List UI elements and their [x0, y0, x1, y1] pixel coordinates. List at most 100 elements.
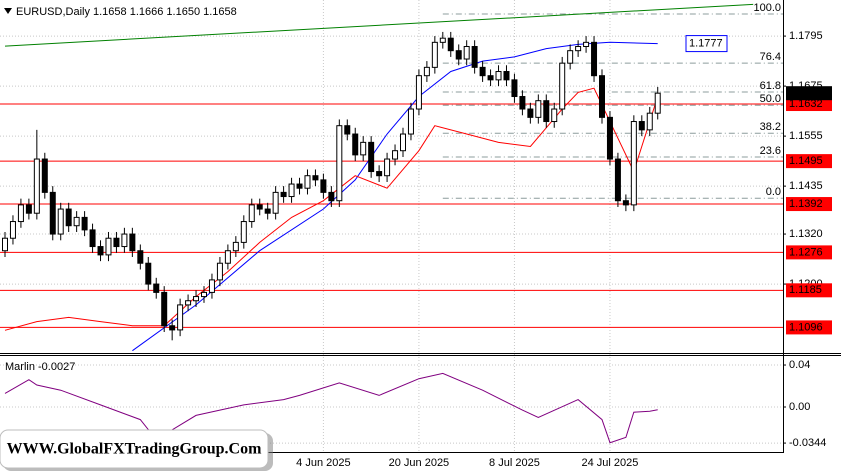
moving-average [4, 87, 659, 331]
candle-body [177, 304, 184, 331]
candle-body [415, 75, 422, 110]
level-box [786, 245, 832, 260]
moving-average [132, 41, 658, 352]
indicator-line [4, 372, 658, 444]
candle-body [606, 116, 613, 160]
level-box [786, 197, 832, 212]
plot-area: 100.0 76.4 61.850.0 38.2 23.6 0.0 [0, 0, 783, 452]
candle-body [2, 237, 8, 252]
candle-body [511, 79, 518, 98]
candle-body [73, 216, 80, 227]
candle-body [559, 62, 566, 110]
candle-body [280, 191, 287, 198]
fib-label: 76.4 [760, 51, 781, 63]
current-price-label: 1.1658 [789, 87, 823, 99]
candle-body [65, 208, 72, 227]
indicator-title: Marlin -0.0027 [5, 361, 75, 373]
candle-body [344, 125, 351, 135]
candle-body [360, 141, 367, 156]
fib-label: 23.6 [760, 145, 781, 157]
candle-body [25, 204, 32, 214]
fib-label: 0.0 [766, 186, 781, 198]
fib-label: 38.2 [760, 121, 781, 133]
candle-body [57, 208, 64, 235]
watermark-box [0, 429, 269, 469]
level-box [786, 154, 832, 169]
candle-body [352, 133, 359, 156]
level-label: 1.1632 [789, 98, 823, 110]
candle-body [463, 46, 470, 60]
overlay-layer: 4 Jun 2025 20 Jun 2025 8 Jul 2025 24 Jul 20… [296, 30, 832, 469]
candle-body [368, 141, 375, 173]
candle-body [535, 100, 542, 118]
y-tick-label: 0.04 [789, 359, 810, 371]
y-tick-label: 1.1435 [789, 180, 823, 192]
trend-line [4, 3, 754, 47]
candle-body [248, 204, 255, 223]
candle-body [527, 108, 534, 118]
candle-body [49, 191, 56, 235]
level-box [786, 320, 832, 335]
candle-body [471, 46, 478, 68]
candle-body [495, 71, 502, 81]
candle-body [89, 229, 96, 248]
candle-body [407, 108, 414, 135]
fib-label: 61.8 [760, 80, 781, 92]
y-tick-label: -0.0344 [789, 437, 826, 449]
watermark-text: WWW.GlobalFXTradingGroup.Com [7, 441, 263, 458]
candle-body [320, 179, 327, 193]
y-tick-label: 1.1555 [789, 130, 823, 142]
candle-body [503, 71, 510, 81]
candle-body [622, 200, 629, 206]
candle-body [599, 75, 605, 118]
candle-body [97, 246, 104, 256]
candle-body [33, 158, 40, 214]
candle-body [654, 92, 661, 114]
candle-body [105, 237, 112, 256]
candle-body [113, 237, 120, 248]
y-tick-label: 0.00 [789, 401, 810, 413]
chart-title: EURUSD,Daily 1.1658 1.1666 1.1650 1.1658 [16, 6, 237, 18]
candle-body [646, 112, 653, 131]
candle-body [232, 241, 239, 252]
candle-body [41, 158, 48, 193]
candle-body [296, 183, 303, 189]
candle-body [630, 121, 637, 206]
candle-body [153, 283, 160, 293]
candle-body [208, 279, 215, 293]
candle-body [551, 108, 558, 123]
fib-label: 50.0 [760, 93, 781, 105]
candle-body [137, 250, 144, 264]
candle-body [328, 191, 335, 202]
candle-body [439, 37, 446, 43]
candle-body [519, 96, 526, 110]
candle-body [384, 158, 391, 177]
watermark: WWW.GlobalFXTradingGroup.Com [0, 429, 273, 471]
symbol-menu-icon[interactable] [4, 8, 12, 14]
candle-body [591, 41, 598, 77]
candle-body [17, 204, 24, 223]
candle-body [583, 41, 590, 48]
candle-body [169, 325, 176, 331]
candle-body [575, 46, 582, 52]
candle-body [312, 175, 319, 181]
candle-body [614, 158, 621, 202]
price-label: 1.1777 [689, 37, 723, 49]
current-price-box [786, 86, 832, 101]
x-tick-label: 4 Jun 2025 [296, 457, 350, 469]
candle-body [121, 233, 128, 248]
candle-body [487, 75, 494, 81]
x-tick-label: 20 Jun 2025 [389, 457, 450, 469]
level-box [786, 283, 832, 298]
candle-body [193, 296, 200, 302]
level-label: 1.1185 [789, 284, 822, 296]
candle-body [638, 121, 645, 131]
candle-body [81, 216, 88, 231]
candle-body [9, 221, 16, 239]
candle-body [336, 125, 343, 202]
level-label: 1.1495 [789, 155, 823, 167]
level-label: 1.1392 [789, 198, 823, 210]
candle-body [161, 291, 168, 327]
candle-body [431, 41, 438, 68]
candle-body [447, 37, 454, 52]
